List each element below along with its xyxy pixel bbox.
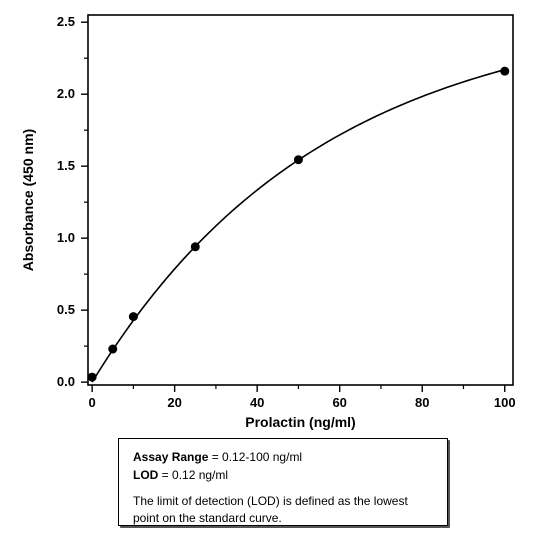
lod-value: = 0.12 ng/ml [158, 468, 228, 482]
data-point [129, 312, 138, 321]
assay-range-label: Assay Range [133, 450, 208, 464]
data-point [191, 242, 200, 251]
x-tick-label: 40 [250, 395, 264, 410]
data-point [88, 373, 97, 382]
y-tick-label: 2.0 [57, 86, 75, 101]
assay-range-value: = 0.12-100 ng/ml [208, 450, 302, 464]
y-axis-label: Absorbance (450 nm) [20, 129, 36, 271]
lod-note: The limit of detection (LOD) is defined … [133, 493, 433, 525]
x-axis-label: Prolactin (ng/ml) [245, 414, 355, 430]
chart: 0 20 40 60 80 100 0.0 0.5 1.0 1.5 2.0 2.5 Prolactin … [0, 0, 555, 430]
info-box: Assay Range = 0.12-100 ng/ml LOD = 0.12 … [118, 438, 448, 526]
x-tick-label: 100 [494, 395, 516, 410]
data-point [108, 345, 117, 354]
x-tick-label: 80 [415, 395, 429, 410]
lod-label: LOD [133, 468, 158, 482]
y-tick-label: 0.0 [57, 374, 75, 389]
y-tick-label: 1.5 [57, 158, 75, 173]
y-tick-label: 2.5 [57, 14, 75, 29]
lod-line: LOD = 0.12 ng/ml [133, 467, 433, 483]
data-point [500, 67, 509, 76]
figure-root: 0 20 40 60 80 100 0.0 0.5 1.0 1.5 2.0 2.5 Prolactin … [0, 0, 555, 540]
assay-range-line: Assay Range = 0.12-100 ng/ml [133, 449, 433, 465]
fit-curve [92, 70, 505, 382]
x-tick-label: 0 [89, 395, 96, 410]
data-point [294, 155, 303, 164]
x-tick-label: 60 [332, 395, 346, 410]
x-tick-label: 20 [167, 395, 181, 410]
y-tick-label: 1.0 [57, 230, 75, 245]
plot-frame [88, 15, 513, 385]
y-tick-label: 0.5 [57, 302, 75, 317]
